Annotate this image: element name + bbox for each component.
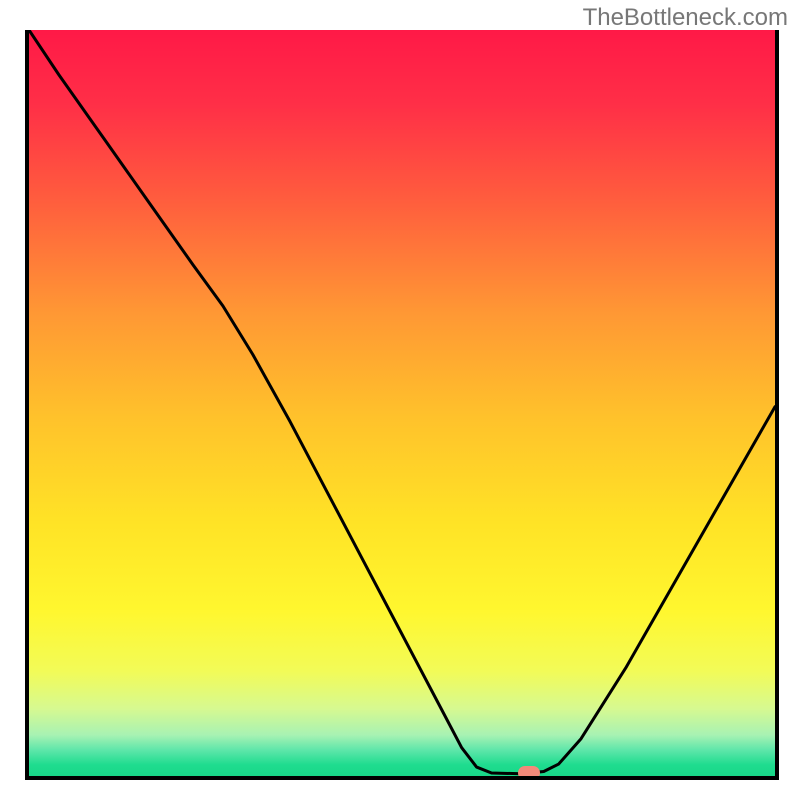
optimal-marker: [518, 766, 540, 776]
bottleneck-curve: [29, 30, 775, 776]
plot-area: [29, 30, 775, 776]
bottleneck-chart: TheBottleneck.com: [0, 0, 800, 800]
watermark-text: TheBottleneck.com: [583, 4, 788, 32]
